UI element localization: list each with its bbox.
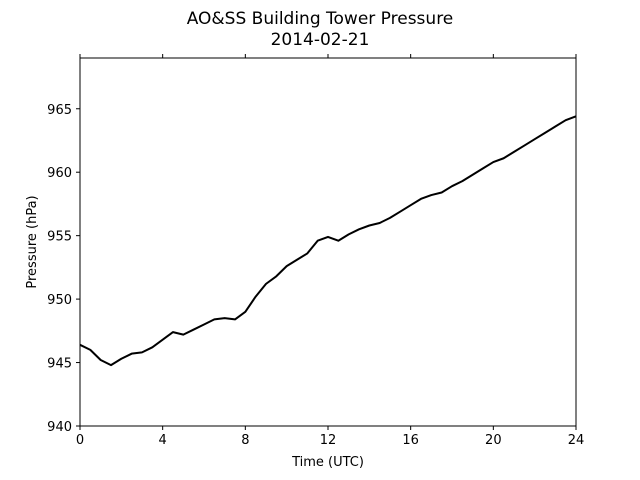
plot-area <box>79 115 577 367</box>
chart-title: AO&SS Building Tower Pressure <box>187 9 454 29</box>
x-tick-label: 0 <box>76 433 84 448</box>
plot-frame <box>79 57 577 427</box>
chart-subtitle: 2014-02-21 <box>271 30 370 50</box>
y-tick-label: 950 <box>47 293 72 308</box>
x-tick-label: 16 <box>402 433 419 448</box>
y-tick-label: 960 <box>47 166 72 181</box>
axes: 0 4 8 12 16 20 24 940 945 950 955 960 965 <box>47 54 584 448</box>
x-tick-label: 20 <box>485 433 502 448</box>
y-tick-label: 965 <box>47 103 72 118</box>
y-tick-label: 955 <box>47 230 72 245</box>
y-axis-label: Pressure (hPa) <box>25 195 40 288</box>
x-axis-label: Time (UTC) <box>291 455 364 470</box>
x-tick-label: 12 <box>320 433 337 448</box>
x-tick-label: 8 <box>241 433 249 448</box>
y-tick-label: 940 <box>47 420 72 435</box>
x-tick-label: 4 <box>159 433 167 448</box>
series-line-0 <box>79 115 577 367</box>
x-tick-label: 24 <box>568 433 585 448</box>
y-tick-label: 945 <box>47 357 72 372</box>
